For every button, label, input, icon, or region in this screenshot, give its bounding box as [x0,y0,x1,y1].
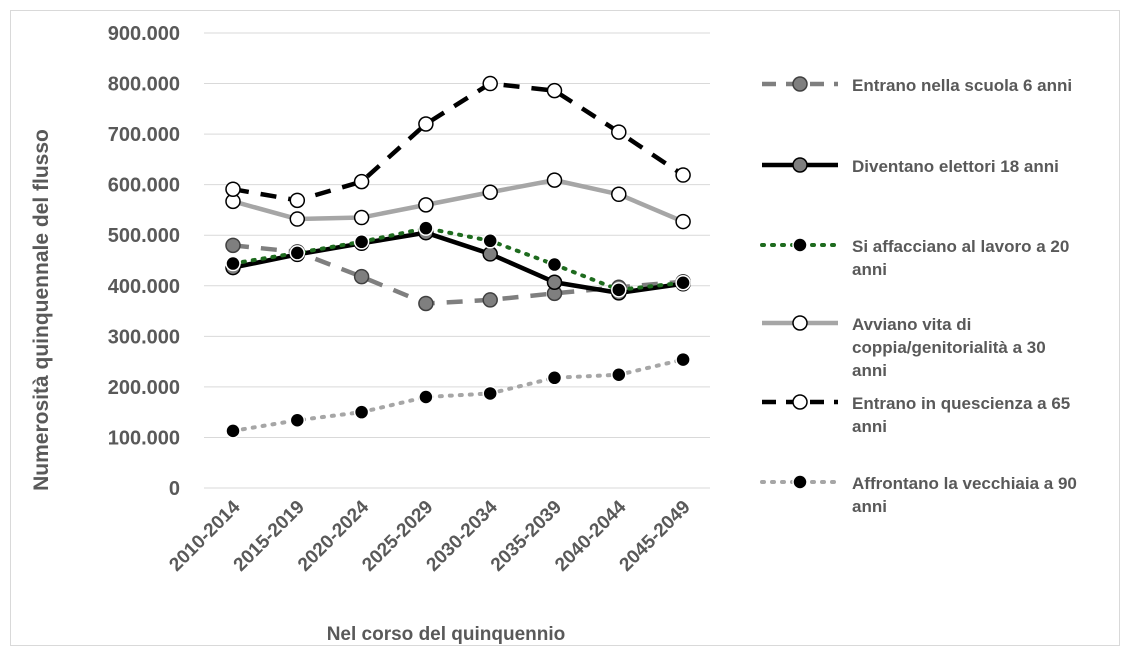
legend-label: coppia/genitorialità a 30 [852,338,1046,357]
data-point [418,389,434,405]
data-point [353,173,370,190]
data-point [611,124,627,140]
legend-label: Entrano in quescienza a 65 [852,394,1070,413]
data-point [482,184,498,200]
data-point [225,423,241,439]
legend-label: Avviano vita di [852,315,971,334]
series-line [232,230,684,296]
data-point [482,385,498,402]
data-point [353,234,370,250]
legend-marker [792,76,808,92]
data-point [546,172,563,188]
series-layer [225,75,691,439]
series-6 [225,351,691,439]
legend-item: Avviano vita di coppia/genitorialità a 30… [762,315,1046,380]
legend-marker [792,157,808,173]
legend-item: Entrano in quescienza a 65 anni [762,394,1070,436]
data-point [225,255,241,272]
data-point [482,233,498,249]
data-point [611,186,627,203]
legend-label: anni [852,260,887,279]
legend-label: Si affacciano al lavoro a 20 [852,237,1069,256]
legend-marker [792,237,808,253]
data-point [353,268,370,285]
series-5 [225,75,691,209]
series-line [231,357,686,433]
data-point [482,292,498,308]
data-point [418,220,434,236]
legend-item: Si affacciano al lavoro a 20 anni [760,237,1069,279]
data-point [353,404,370,420]
y-tick-label: 100.000 [108,427,180,449]
data-point [546,274,563,290]
legend-label: anni [852,417,887,436]
data-point [675,167,691,183]
legend-item: Affrontano la vecchiaia a 90 anni [760,474,1077,516]
legend-label: Affrontano la vecchiaia a 90 [852,474,1077,493]
legend-marker [792,474,808,490]
data-point [546,256,563,273]
data-point [418,295,434,312]
data-point [418,197,434,213]
y-tick-label: 700.000 [108,124,180,146]
y-tick-label: 0 [169,478,180,500]
series-line [232,243,684,306]
series-line [232,81,685,203]
y-tick-label: 600.000 [108,175,180,197]
legend-label: Diventano elettori 18 anni [852,157,1059,176]
series-line [232,177,684,224]
series-4 [225,172,691,230]
data-point [225,181,241,197]
series-line [231,226,686,292]
y-tick-label: 900.000 [108,23,180,45]
legend-item: Diventano elettori 18 anni [762,157,1059,176]
y-tick-label: 300.000 [108,326,180,348]
gridlines [204,32,710,489]
data-point [546,370,563,386]
data-point [675,213,691,230]
legend-marker [792,315,808,331]
data-point [675,351,691,368]
legend-item: Entrano nella scuola 6 anni [762,76,1072,95]
data-point [611,282,627,298]
x-axis-ticks: 2010-20142015-20192020-20242025-20292030… [165,496,694,575]
chart-frame [10,10,1120,646]
series-3 [225,220,691,298]
legend-label: Entrano nella scuola 6 anni [852,76,1072,95]
legend: Entrano nella scuola 6 anni Diventano ele… [760,76,1077,516]
legend-label: anni [852,497,887,516]
data-point [546,82,563,99]
data-point [225,237,241,254]
data-point [418,116,434,132]
legend-marker [792,394,808,410]
y-axis-title: Numerosità quinquennale del flusso [30,129,53,491]
data-point [289,412,306,429]
data-point [675,274,691,291]
data-point [482,246,498,262]
data-point [482,75,498,92]
data-point [289,245,306,261]
data-point [289,192,306,209]
y-tick-label: 800.000 [108,74,180,96]
y-axis-ticks: 0 100.000 200.000 300.000 400.000 500.000 600.… [108,23,180,500]
legend-label: anni [852,361,887,380]
x-tick-label: 2045-2049 [616,497,695,576]
y-tick-label: 400.000 [108,276,180,298]
x-axis-title: Nel corso del quinquennio [327,624,566,645]
y-tick-label: 500.000 [108,225,180,247]
y-tick-label: 200.000 [108,377,180,399]
data-point [289,211,306,227]
data-point [611,367,627,383]
data-point [353,209,370,226]
